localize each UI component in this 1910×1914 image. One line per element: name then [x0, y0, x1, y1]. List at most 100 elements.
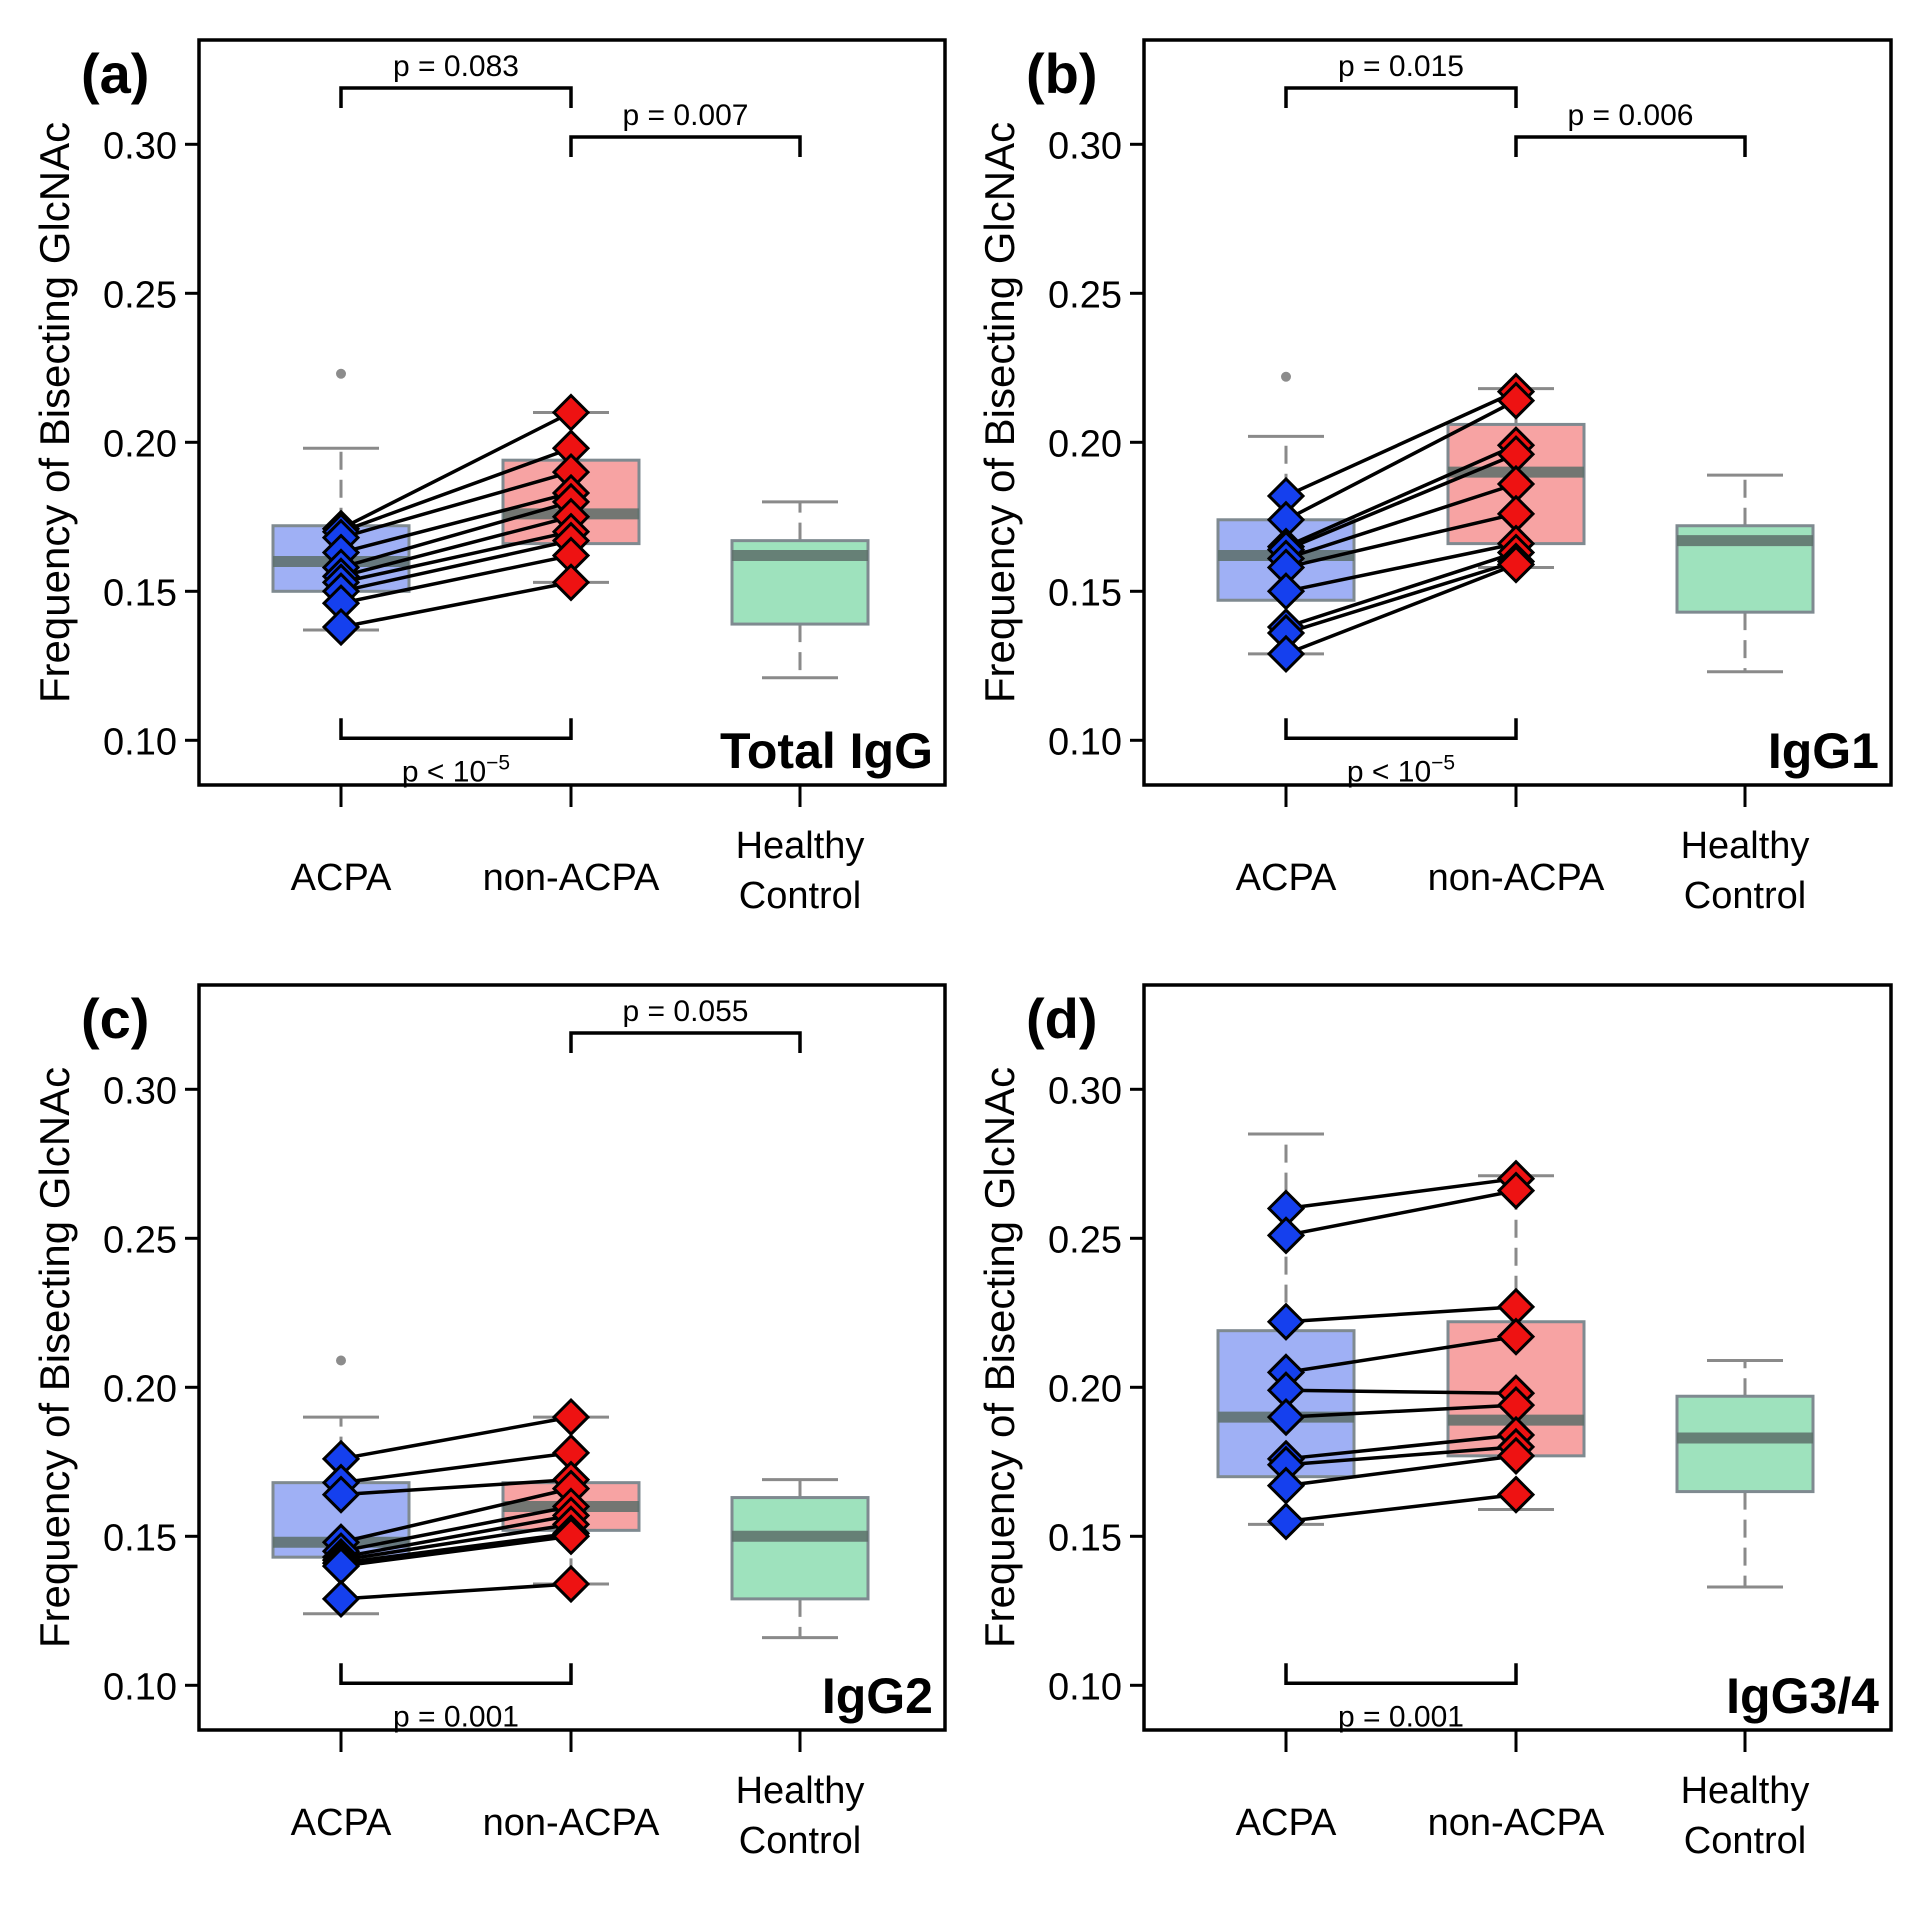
nonacpa-point [551, 1517, 591, 1556]
x-tick-label: ACPA [291, 1802, 392, 1844]
paired-line [1285, 1445, 1517, 1467]
y-tick-label: 0.10 [103, 1666, 177, 1708]
y-tick-label: 0.10 [1048, 721, 1122, 763]
y-tick-label: 0.15 [103, 572, 177, 614]
p-value-label: p = 0.007 [623, 99, 749, 132]
significance-bracket [569, 1031, 802, 1053]
panel-1: 0.10 0.15 0.20 0.25 0.30 Frequency of Bisecti… [31, 38, 947, 917]
acpa-point [321, 1579, 361, 1619]
significance-bracket [1284, 86, 1518, 108]
plot-frame [197, 983, 947, 1732]
x-tick-label: non-ACPA [483, 1802, 660, 1844]
p-value-label: p = 0.015 [1338, 50, 1464, 83]
paired-line [1285, 562, 1517, 656]
significance-bracket [339, 718, 573, 741]
y-axis-label: Frequency of Bisecting GlcNAc [31, 122, 78, 703]
x-tick-label: non-ACPA [483, 857, 660, 899]
nonacpa-point [1496, 1171, 1536, 1210]
paired-line [340, 538, 572, 594]
p-value-label: p = 0.055 [623, 995, 749, 1028]
paired-line [1285, 550, 1517, 629]
paired-line [1285, 1305, 1517, 1324]
y-tick-label: 0.30 [1048, 125, 1122, 167]
y-axis-label: Frequency of Bisecting GlcNAc [31, 1067, 78, 1648]
y-tick-label: 0.25 [1048, 274, 1122, 316]
acpa-point [1266, 1397, 1306, 1437]
paired-line [340, 446, 572, 534]
y-tick-label: 0.30 [1048, 1070, 1122, 1112]
paired-line [1285, 443, 1517, 549]
paired-line [340, 1513, 572, 1559]
paired-line [340, 470, 572, 540]
nonacpa-point [1496, 1475, 1536, 1514]
y-tick-label: 0.25 [103, 274, 177, 316]
y-tick-label: 0.20 [103, 1368, 177, 1410]
acpa-point [321, 607, 361, 647]
acpa-point [321, 1475, 361, 1514]
panel-label: (d) [1026, 987, 1098, 1050]
x-tick-label: Healthy Control [1681, 825, 1810, 917]
y-tick-label: 0.20 [1048, 1368, 1122, 1410]
significance-bracket [569, 135, 802, 157]
panel-4: 0.10 0.15 0.20 0.25 0.30 Frequency of Bisecti… [976, 983, 1893, 1862]
y-tick-label: 0.20 [1048, 423, 1122, 465]
significance-bracket [339, 86, 573, 108]
nonacpa-point [1496, 1317, 1536, 1356]
nonacpa-point [1496, 381, 1536, 420]
paired-line [1285, 482, 1517, 561]
box [730, 1496, 870, 1601]
x-tick-label: non-ACPA [1428, 857, 1605, 899]
y-axis-label: Frequency of Bisecting GlcNAc [976, 1067, 1023, 1648]
outlier-point [336, 368, 346, 379]
paired-line [340, 500, 572, 570]
paired-line [340, 410, 572, 531]
paired-line [340, 491, 572, 555]
paired-line [1285, 1388, 1517, 1396]
paired-line [1285, 512, 1517, 570]
p-value-label: p = 0.083 [393, 50, 519, 83]
significance-bracket [1284, 718, 1518, 741]
p-value-label: p < 10−5 [1347, 751, 1455, 788]
outlier-point [336, 1355, 346, 1366]
x-tick-label: Healthy Control [736, 825, 865, 917]
plot-frame [1142, 983, 1893, 1732]
plot-frame [197, 38, 947, 787]
x-tick-label: Healthy Control [1681, 1770, 1810, 1862]
outlier-point [1281, 371, 1291, 382]
subclass-label: IgG2 [822, 1668, 933, 1724]
x-tick-label: ACPA [291, 857, 392, 899]
panel-label: (a) [81, 42, 149, 105]
nonacpa-point [551, 563, 591, 602]
paired-line [340, 553, 572, 605]
paired-line [1285, 399, 1517, 522]
panel-3: 0.10 0.15 0.20 0.25 0.30 Frequency of Bisecti… [31, 983, 947, 1862]
p-value-label: p = 0.001 [1338, 1700, 1464, 1733]
paired-line [1285, 1176, 1517, 1211]
paired-line [340, 1451, 572, 1485]
y-tick-label: 0.10 [1048, 1666, 1122, 1708]
paired-line [1285, 452, 1517, 552]
significance-bracket [1284, 1663, 1518, 1686]
paired-line [340, 1531, 572, 1565]
y-tick-label: 0.20 [103, 423, 177, 465]
paired-line [340, 529, 572, 585]
paired-line [1285, 541, 1517, 594]
nonacpa-point [1496, 1436, 1536, 1475]
y-tick-label: 0.15 [103, 1517, 177, 1559]
subclass-label: IgG3/4 [1726, 1668, 1879, 1724]
x-tick-label: ACPA [1236, 857, 1337, 899]
plot-frame [1142, 38, 1893, 787]
paired-line [1285, 1433, 1517, 1461]
paired-line [340, 580, 572, 629]
paired-line [1285, 1403, 1517, 1419]
paired-line [1285, 1492, 1517, 1524]
acpa-point [1266, 1302, 1306, 1341]
paired-line [340, 515, 572, 579]
paired-line [340, 1477, 572, 1497]
panel-label: (c) [81, 987, 149, 1050]
y-tick-label: 0.25 [103, 1219, 177, 1261]
paired-line [340, 1522, 572, 1562]
y-tick-label: 0.15 [1048, 572, 1122, 614]
paired-line [340, 1415, 572, 1461]
